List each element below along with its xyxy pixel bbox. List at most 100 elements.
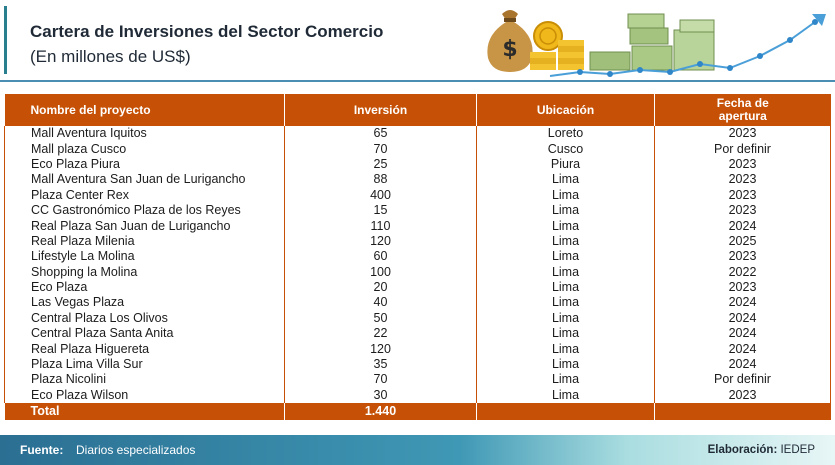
investment-cell: 35 (284, 356, 477, 373)
opening-cell: 2022 (654, 264, 831, 280)
investment-cell: 65 (284, 126, 477, 142)
project-name-cell: Real Plaza San Juan de Lurigancho (4, 218, 285, 234)
growth-chart-icon (549, 14, 826, 77)
project-name-cell: Mall Aventura Iquitos (4, 126, 285, 142)
opening-cell: 2023 (654, 202, 831, 219)
table-row: Plaza Nicolini 70 Lima Por definir (4, 372, 831, 388)
project-name-cell: CC Gastronómico Plaza de los Reyes (4, 202, 285, 219)
table-row: Real Plaza San Juan de Lurigancho 110 Lima… (4, 218, 831, 234)
opening-cell: 2023 (654, 249, 831, 265)
table-row: Mall plaza Cusco 70 Cusco Por definir (4, 141, 831, 157)
table-row: Las Vegas Plaza 40 Lima 2024 (4, 295, 831, 311)
location-cell: Loreto (476, 126, 655, 142)
project-name-cell: Plaza Lima Villa Sur (4, 356, 285, 373)
investment-cell: 20 (284, 279, 477, 296)
investment-cell: 70 (284, 141, 477, 157)
table-row: Shopping la Molina 100 Lima 2022 (4, 264, 831, 280)
location-cell: Lima (476, 202, 655, 219)
coins-icon (530, 21, 584, 70)
project-name-cell: Las Vegas Plaza (4, 295, 285, 311)
table-row: Mall Aventura San Juan de Lurigancho 88 Li… (4, 172, 831, 188)
page-title: Cartera de Inversiones del Sector Comerc… (30, 22, 384, 41)
project-name-cell: Eco Plaza Piura (4, 156, 285, 173)
location-cell: Lima (476, 356, 655, 373)
investment-cell: 88 (284, 172, 477, 188)
location-cell: Piura (476, 156, 655, 173)
location-cell: Lima (476, 233, 655, 250)
column-header-project: Nombre del proyecto (4, 94, 285, 126)
investment-cell: 110 (284, 218, 477, 234)
location-cell: Lima (476, 187, 655, 203)
location-cell: Lima (476, 387, 655, 404)
table-row: Eco Plaza Wilson 30 Lima 2023 (4, 387, 831, 404)
investment-cell: 400 (284, 187, 477, 203)
table-row: CC Gastronómico Plaza de los Reyes 15 Lima… (4, 202, 831, 219)
opening-cell: Por definir (654, 141, 831, 157)
investment-cell: 50 (284, 310, 477, 327)
project-name-cell: Plaza Nicolini (4, 372, 285, 388)
project-name-cell: Plaza Center Rex (4, 187, 285, 203)
location-cell: Lima (476, 310, 655, 327)
investment-cell: 100 (284, 264, 477, 280)
table-row: Plaza Center Rex 400 Lima 2023 (4, 187, 831, 203)
opening-cell: 2023 (654, 187, 831, 203)
location-cell: Lima (476, 295, 655, 311)
header-divider (0, 80, 835, 82)
title-accent-bar (4, 6, 7, 74)
location-cell: Lima (476, 264, 655, 280)
table-row: Eco Plaza 20 Lima 2023 (4, 279, 831, 296)
elaboration: Elaboración: IEDEP (708, 444, 815, 456)
opening-cell: 2024 (654, 295, 831, 311)
project-name-cell: Central Plaza Los Olivos (4, 310, 285, 327)
table-row: Real Plaza Higuereta 120 Lima 2024 (4, 341, 831, 357)
header-illustration: $ (487, 10, 826, 77)
page-subtitle: (En millones de US$) (30, 47, 191, 66)
opening-cell: 2023 (654, 156, 831, 173)
opening-cell: 2024 (654, 356, 831, 373)
project-name-cell: Real Plaza Milenia (4, 233, 285, 250)
table-header-row: Nombre del proyecto Inversión Ubicación … (4, 94, 831, 126)
project-name-cell: Eco Plaza Wilson (4, 387, 285, 404)
investment-cell: 70 (284, 372, 477, 388)
location-cell: Cusco (476, 141, 655, 157)
total-opening-empty (654, 403, 831, 421)
project-name-cell: Shopping la Molina (4, 264, 285, 280)
total-investment: 1.440 (284, 403, 477, 421)
investment-table: Nombre del proyecto Inversión Ubicación … (4, 94, 831, 421)
total-row: Total 1.440 (4, 403, 831, 421)
elaboration-label: Elaboración: (707, 444, 778, 456)
opening-cell: 2024 (654, 326, 831, 342)
banknotes-icon (589, 13, 715, 71)
project-name-cell: Eco Plaza (4, 279, 285, 296)
opening-cell: 2024 (654, 341, 831, 357)
table-row: Real Plaza Milenia 120 Lima 2025 (4, 233, 831, 250)
investment-cell: 22 (284, 326, 477, 342)
opening-cell: 2025 (654, 233, 831, 250)
project-name-cell: Mall Aventura San Juan de Lurigancho (4, 172, 285, 188)
report-footer: Fuente: Diarios especializados Elaboraci… (0, 435, 835, 465)
column-header-opening: Fecha de apertura (654, 94, 831, 126)
investment-cell: 120 (284, 341, 477, 357)
table-row: Mall Aventura Iquitos 65 Loreto 2023 (4, 126, 831, 142)
location-cell: Lima (476, 218, 655, 234)
elaboration-value: IEDEP (780, 444, 815, 456)
svg-text:$: $ (502, 37, 517, 62)
opening-cell: 2023 (654, 126, 831, 142)
location-cell: Lima (476, 249, 655, 265)
project-name-cell: Real Plaza Higuereta (4, 341, 285, 357)
table-row: Eco Plaza Piura 25 Piura 2023 (4, 156, 831, 173)
table-row: Central Plaza Santa Anita 22 Lima 2024 (4, 326, 831, 342)
column-header-location: Ubicación (476, 94, 655, 126)
investment-cell: 60 (284, 249, 477, 265)
location-cell: Lima (476, 372, 655, 388)
total-location-empty (476, 403, 655, 421)
investment-cell: 120 (284, 233, 477, 250)
location-cell: Lima (476, 279, 655, 296)
location-cell: Lima (476, 326, 655, 342)
opening-cell: 2023 (654, 172, 831, 188)
investment-cell: 40 (284, 295, 477, 311)
opening-cell: 2024 (654, 310, 831, 327)
table-row: Central Plaza Los Olivos 50 Lima 2024 (4, 310, 831, 327)
opening-cell: 2023 (654, 279, 831, 296)
investment-cell: 25 (284, 156, 477, 173)
